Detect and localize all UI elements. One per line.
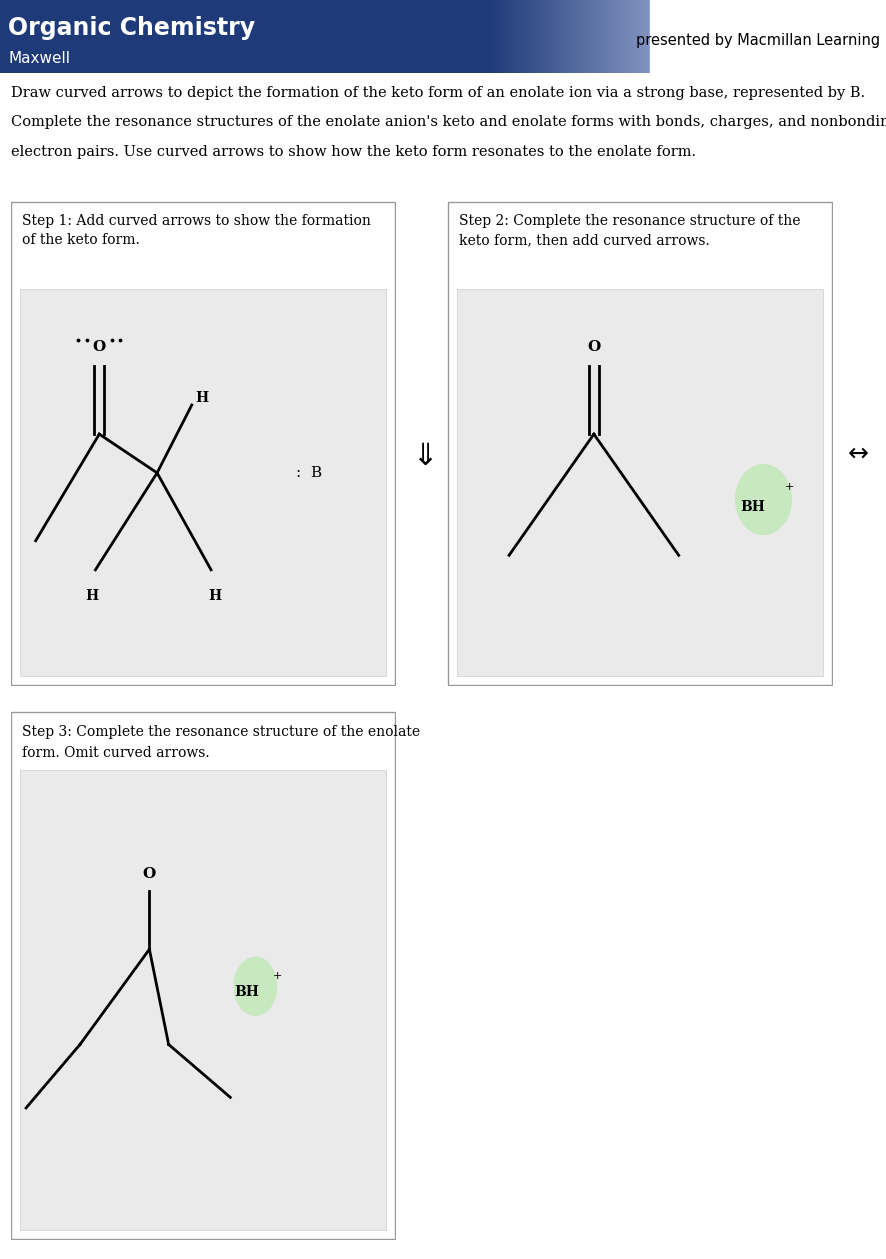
Text: :  B: : B — [296, 466, 322, 480]
FancyBboxPatch shape — [20, 769, 386, 1230]
FancyBboxPatch shape — [448, 203, 832, 685]
Text: presented by Macmillan Learning: presented by Macmillan Learning — [636, 33, 880, 48]
Text: Maxwell: Maxwell — [8, 52, 70, 67]
Text: Organic Chemistry: Organic Chemistry — [8, 16, 255, 40]
Text: H: H — [208, 589, 222, 603]
Text: BH: BH — [741, 500, 766, 514]
Text: O: O — [93, 340, 106, 354]
Circle shape — [234, 957, 276, 1015]
Text: form. Omit curved arrows.: form. Omit curved arrows. — [22, 745, 210, 759]
Text: Step 1: Add curved arrows to show the formation: Step 1: Add curved arrows to show the fo… — [22, 214, 371, 228]
Text: of the keto form.: of the keto form. — [22, 233, 140, 247]
Circle shape — [735, 465, 791, 534]
Polygon shape — [650, 0, 886, 73]
Text: keto form, then add curved arrows.: keto form, then add curved arrows. — [459, 233, 710, 247]
Text: H: H — [195, 390, 208, 404]
FancyBboxPatch shape — [457, 288, 823, 676]
Text: ⇒: ⇒ — [408, 441, 436, 466]
Text: O: O — [587, 340, 601, 354]
Text: BH: BH — [234, 985, 259, 998]
Text: ↔: ↔ — [848, 442, 869, 466]
Text: electron pairs. Use curved arrows to show how the keto form resonates to the eno: electron pairs. Use curved arrows to sho… — [11, 145, 696, 159]
Text: Draw curved arrows to depict the formation of the keto form of an enolate ion vi: Draw curved arrows to depict the formati… — [11, 86, 865, 99]
FancyBboxPatch shape — [12, 713, 395, 1239]
Text: H: H — [85, 589, 98, 603]
Text: Step 3: Complete the resonance structure of the enolate: Step 3: Complete the resonance structure… — [22, 725, 420, 739]
FancyBboxPatch shape — [12, 203, 395, 685]
Text: +: + — [785, 482, 794, 492]
FancyBboxPatch shape — [20, 288, 386, 676]
Text: O: O — [143, 866, 156, 880]
Text: Step 2: Complete the resonance structure of the: Step 2: Complete the resonance structure… — [459, 214, 800, 228]
Text: Complete the resonance structures of the enolate anion's keto and enolate forms : Complete the resonance structures of the… — [11, 116, 886, 130]
Text: +: + — [273, 971, 282, 981]
Polygon shape — [0, 0, 560, 73]
